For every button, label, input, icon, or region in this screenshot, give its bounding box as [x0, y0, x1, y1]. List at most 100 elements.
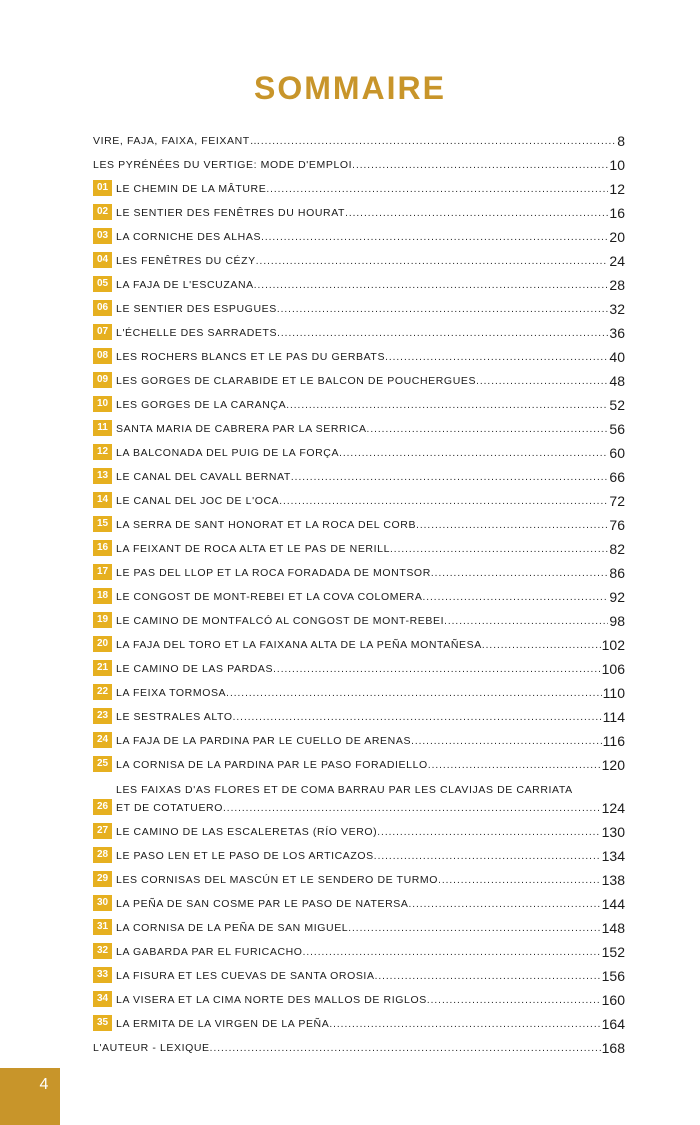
chapter-number-badge: 13: [93, 468, 112, 484]
toc-entry[interactable]: 31 La cornisa de la Peña de San Miguel 148: [93, 913, 625, 937]
toc-entry[interactable]: 16 La feixant de Roca Alta et le pas de N…: [93, 534, 625, 558]
entry-page: 16: [609, 205, 625, 221]
toc-entry[interactable]: 20 La faja del Toro et la faixana alta de…: [93, 630, 625, 654]
leader-dots: [277, 328, 608, 342]
entry-title: Les gorges de la Carança: [116, 399, 287, 411]
toc-entry[interactable]: 12 La balconada del Puig de la Força 60: [93, 438, 625, 462]
entry-page: 72: [609, 493, 625, 509]
toc-entry[interactable]: 17 Le pas del Llop et la roca Foradada de…: [93, 558, 625, 582]
entry-page: 152: [601, 944, 625, 960]
toc-entry[interactable]: 18 Le congost de Mont-Rebei et la cova Co…: [93, 582, 625, 606]
toc-entry[interactable]: 24 La faja de la Pardina par le cuello de…: [93, 726, 625, 750]
entry-page: 12: [609, 181, 625, 197]
entry-page: 82: [609, 541, 625, 557]
entry-page: 106: [601, 661, 625, 677]
toc-entry[interactable]: 02 Le sentier des Fenêtres du Hourat 16: [93, 198, 625, 222]
chapter-number-badge: 32: [93, 943, 112, 959]
entry-page: 60: [609, 445, 625, 461]
chapter-number-badge: 01: [93, 180, 112, 196]
entry-page: 48: [609, 373, 625, 389]
chapter-number-badge: 17: [93, 564, 112, 580]
toc-entry[interactable]: 27 Le camino de las Escaleretas (río Vero…: [93, 817, 625, 841]
entry-title: La feixa Tormosa: [116, 687, 227, 699]
chapter-number-badge: 20: [93, 636, 112, 652]
entry-title: La faja del Toro et la faixana alta de l…: [116, 639, 482, 651]
entry-title: Les cornisas del Mascún et le sendero de…: [116, 874, 439, 886]
toc-entry[interactable]: 14 Le canal del Joc de l'Oca 72: [93, 486, 625, 510]
entry-title: Le canal del Cavall Bernat: [116, 471, 291, 483]
entry-page: 92: [609, 589, 625, 605]
leader-dots: [226, 688, 602, 702]
entry-page: 134: [601, 848, 625, 864]
chapter-number-badge: 28: [93, 847, 112, 863]
leader-dots: [352, 160, 608, 174]
leader-dots: [438, 875, 601, 889]
entry-page: 120: [601, 757, 625, 773]
toc-entry[interactable]: 11 Santa Maria de Cabrera par la Serrica 5…: [93, 414, 625, 438]
entry-page: 24: [609, 253, 625, 269]
toc-entry[interactable]: 06 Le sentier des Espugues 32: [93, 294, 625, 318]
toc-entry[interactable]: 30 La Peña de San Cosme par le paso de Na…: [93, 889, 625, 913]
page-number-box: 4: [0, 1068, 60, 1125]
toc-entry[interactable]: 01 Le chemin de la Mâture 12: [93, 174, 625, 198]
leader-dots: [329, 1019, 600, 1033]
entry-title: La fisura et les cuevas de Santa Orosia: [116, 970, 375, 982]
entry-page: 114: [602, 709, 625, 725]
toc-entry[interactable]: Vire, faja, faixa, feixant… 8: [93, 126, 625, 150]
chapter-number-badge: 06: [93, 300, 112, 316]
leader-dots: [390, 544, 608, 558]
toc-entry[interactable]: L'auteur - lexique 168: [93, 1033, 625, 1057]
chapter-number-badge: 11: [93, 420, 112, 436]
toc-entry[interactable]: 25 La cornisa de la Pardina par le paso F…: [93, 750, 625, 774]
chapter-number-badge: 18: [93, 588, 112, 604]
toc-entry[interactable]: 07 L'échelle des Sarradets 36: [93, 318, 625, 342]
toc-entry[interactable]: 21 Le camino de las Pardas 106: [93, 654, 625, 678]
page-number: 4: [39, 1076, 49, 1093]
toc-entry[interactable]: 26 Les faixas d'As Flores et de Coma Barr…: [93, 774, 625, 817]
entry-title: La cornisa de la Pardina par le paso For…: [116, 759, 428, 771]
chapter-number-badge: 08: [93, 348, 112, 364]
chapter-number-badge: 29: [93, 871, 112, 887]
toc-entry[interactable]: 23 Le Sestrales Alto 114: [93, 702, 625, 726]
entry-page: 8: [617, 133, 625, 149]
entry-title: Les Pyrénées du vertige: mode d'emploi: [93, 159, 353, 171]
entry-title: Le sentier des Espugues: [116, 303, 277, 315]
toc-entry[interactable]: 28 Le paso Len et le paso de los Articazo…: [93, 841, 625, 865]
leader-dots: [411, 736, 602, 750]
entry-title: La visera et la cima norte des Mallos de…: [116, 994, 427, 1006]
toc-entry[interactable]: Les Pyrénées du vertige: mode d'emploi 10: [93, 150, 625, 174]
leader-dots: [482, 640, 601, 654]
toc-entry[interactable]: 15 La serra de Sant Honorat et la roca de…: [93, 510, 625, 534]
entry-page: 138: [601, 872, 625, 888]
toc-entry[interactable]: 03 La corniche des Alhas 20: [93, 222, 625, 246]
toc-entry[interactable]: 04 Les fenêtres du Cézy 24: [93, 246, 625, 270]
entry-page: 52: [609, 397, 625, 413]
leader-dots: [266, 184, 608, 198]
entry-page: 36: [609, 325, 625, 341]
toc-entry[interactable]: 29 Les cornisas del Mascún et le sendero …: [93, 865, 625, 889]
chapter-number-badge: 07: [93, 324, 112, 340]
toc-entry[interactable]: 09 Les gorges de Clarabide et le balcon d…: [93, 366, 625, 390]
chapter-number-badge: 04: [93, 252, 112, 268]
leader-dots: [385, 352, 608, 366]
entry-page: 98: [609, 613, 625, 629]
leader-dots: [233, 712, 602, 726]
entry-title: Le camino de las Escaleretas (río Vero): [116, 826, 378, 838]
entry-title: Vire, faja, faixa, feixant…: [93, 135, 261, 147]
entry-page: 20: [609, 229, 625, 245]
toc-entry[interactable]: 13 Le canal del Cavall Bernat 66: [93, 462, 625, 486]
toc-entry[interactable]: 35 La ermita de la Virgen de la Peña 164: [93, 1009, 625, 1033]
toc-entry[interactable]: 34 La visera et la cima norte des Mallos …: [93, 985, 625, 1009]
chapter-number-badge: 22: [93, 684, 112, 700]
entry-title: La corniche des Alhas: [116, 231, 262, 243]
toc-entry[interactable]: 22 La feixa Tormosa 110: [93, 678, 625, 702]
toc-entry[interactable]: 33 La fisura et les cuevas de Santa Orosi…: [93, 961, 625, 985]
toc-entry[interactable]: 10 Les gorges de la Carança 52: [93, 390, 625, 414]
toc-entry[interactable]: 32 La gabarda par el Furicacho 152: [93, 937, 625, 961]
chapter-number-badge: 25: [93, 756, 112, 772]
toc-entry[interactable]: 08 Les rochers blancs et le pas du Gerbat…: [93, 342, 625, 366]
toc-entry[interactable]: 19 Le camino de Montfalcó al congost de M…: [93, 606, 625, 630]
leader-dots: [408, 899, 600, 913]
entry-page: 148: [601, 920, 625, 936]
toc-entry[interactable]: 05 La faja de l'Escuzana 28: [93, 270, 625, 294]
